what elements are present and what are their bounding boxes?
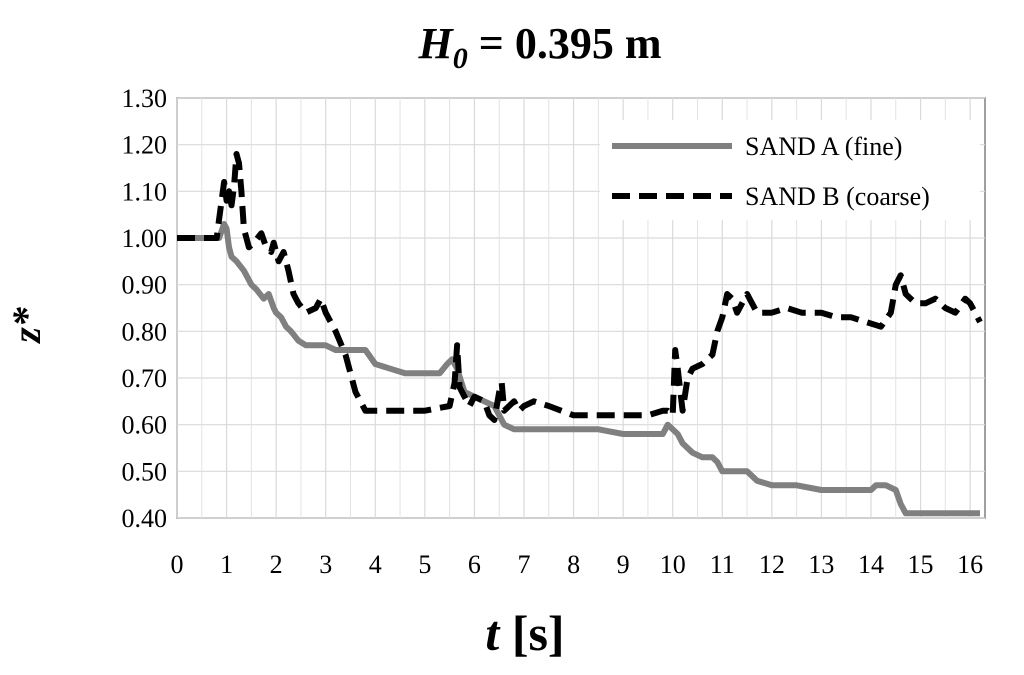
x-axis-symbol: t	[485, 605, 501, 661]
y-tick-label: 0.80	[122, 317, 168, 346]
y-tick-label: 0.60	[122, 411, 168, 440]
y-tick-label: 1.00	[122, 224, 168, 253]
y-tick-label: 0.40	[122, 504, 168, 533]
x-tick-label: 2	[270, 550, 283, 579]
title-rest: = 0.395 m	[468, 19, 662, 68]
legend-label-sand-a: SAND A (fine)	[745, 132, 902, 161]
tick-labels: 0.40 0.50 0.60 0.70 0.80 0.90 1.00 1.10 1.20 1.30…	[122, 84, 984, 579]
series-lines	[177, 151, 983, 517]
x-tick-label: 4	[369, 550, 382, 579]
legend: SAND A (fine) SAND B (coarse)	[600, 120, 980, 220]
y-tick-label: 0.90	[122, 271, 168, 300]
y-tick-label: 0.70	[122, 364, 168, 393]
chart-title: H0 = 0.395 m	[418, 19, 662, 75]
title-subscript: 0	[453, 42, 468, 75]
x-tick-label: 16	[957, 550, 983, 579]
x-tick-label: 14	[858, 550, 884, 579]
x-axis-unit: [s]	[499, 605, 564, 661]
x-tick-label: 13	[808, 550, 834, 579]
x-tick-label: 5	[418, 550, 431, 579]
y-tick-label: 1.30	[122, 84, 168, 113]
legend-background	[600, 120, 980, 220]
x-tick-label: 8	[567, 550, 580, 579]
x-tick-label: 11	[710, 550, 735, 579]
y-tick-label: 1.20	[122, 131, 168, 160]
x-tick-label: 12	[759, 550, 785, 579]
x-axis-label: t [s]	[485, 605, 564, 661]
x-tick-label: 10	[660, 550, 686, 579]
y-axis-label: z*	[4, 306, 49, 345]
x-tick-label: 9	[617, 550, 630, 579]
x-tick-label: 3	[319, 550, 332, 579]
legend-label-sand-b: SAND B (coarse)	[745, 182, 930, 211]
x-tick-label: 1	[220, 550, 233, 579]
x-tick-label: 7	[517, 550, 530, 579]
series-line-sand-b	[177, 151, 983, 423]
x-tick-label: 6	[468, 550, 481, 579]
title-symbol: H	[418, 19, 455, 68]
x-tick-label: 0	[171, 550, 184, 579]
y-tick-label: 0.50	[122, 457, 168, 486]
y-tick-label: 1.10	[122, 177, 168, 206]
x-tick-label: 15	[908, 550, 934, 579]
